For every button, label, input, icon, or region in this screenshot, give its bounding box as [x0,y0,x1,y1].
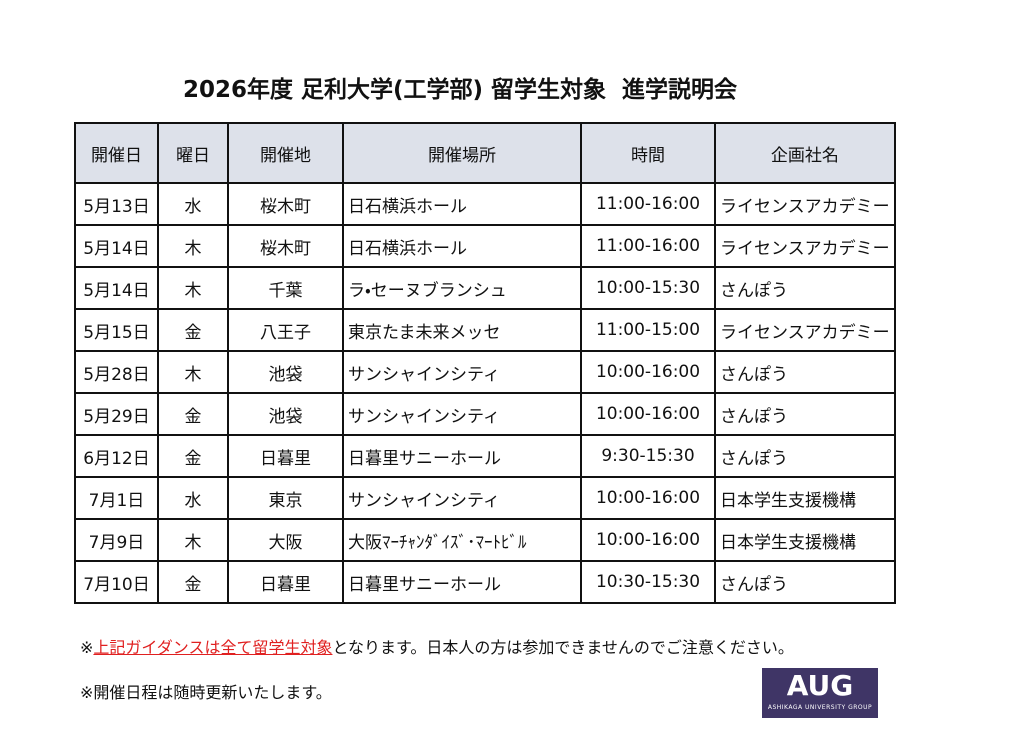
table-cell: 5月29日 [74,392,159,436]
header-cell: 開催地 [227,122,344,184]
table-cell: 10:00-16:00 [580,518,716,562]
table-cell: 5月14日 [74,266,159,310]
table-cell: ライセンスアカデミー [714,308,896,352]
header-cell: 開催場所 [342,122,582,184]
table-cell: 5月28日 [74,350,159,394]
note-text: 開催日程は随時更新いたします。 [93,683,332,702]
table-cell: 千葉 [227,266,344,310]
table-row: 6月12日金日暮里 日暮里サニーホール 9:30-15:30 さんぽう [74,434,896,478]
table-body: 5月13日水桜木町 日石横浜ホール 11:00-16:00 ライセンスアカデミー 5月1… [74,182,896,604]
table-cell: さんぽう [714,434,896,478]
table-cell: さんぽう [714,266,896,310]
note-text: となります。日本人の方は参加できませんのでご注意ください。 [332,638,794,657]
table-cell: 金 [157,560,229,604]
table-cell: 11:00-15:00 [580,308,716,352]
header-cell: 時間 [580,122,716,184]
table-cell: 10:30-15:30 [580,560,716,604]
table-cell: 日暮里サニーホール [342,434,582,478]
note-prefix: ※ [80,683,94,702]
table-cell: 東京 [227,476,344,520]
logo-mark: AUG [786,669,854,702]
table-cell: 金 [157,392,229,436]
table-cell: 日石横浜ホール [342,224,582,268]
table-row: 5月13日水桜木町 日石横浜ホール 11:00-16:00 ライセンスアカデミー [74,182,896,226]
table-cell: 木 [157,224,229,268]
table-cell: 池袋 [227,350,344,394]
table-cell: 7月9日 [74,518,159,562]
table-cell: 11:00-16:00 [580,224,716,268]
table-cell: ライセンスアカデミー [714,182,896,226]
table-cell: サンシャインシティ [342,476,582,520]
table-cell: 5月14日 [74,224,159,268]
note-prefix: ※ [80,638,94,657]
table-cell: 5月15日 [74,308,159,352]
table-row: 5月28日木池袋 サンシャインシティ 10:00-16:00 さんぽう [74,350,896,394]
table-cell: 日暮里 [227,560,344,604]
table-cell: 10:00-15:30 [580,266,716,310]
table-cell: さんぽう [714,392,896,436]
table-cell: 金 [157,308,229,352]
note-highlight: 上記ガイダンスは全て留学生対象 [93,638,333,657]
header-row: 開催日 曜日 開催地 開催場所 時間 企画社名 [74,122,896,184]
table-cell: 木 [157,518,229,562]
table-cell: 日暮里サニーホール [342,560,582,604]
table-cell: 大阪ﾏｰﾁｬﾝﾀﾞｲｽﾞ･ﾏｰﾄﾋﾞﾙ [342,518,582,562]
table-cell: 桜木町 [227,182,344,226]
table-cell: 水 [157,476,229,520]
table-cell: 5月13日 [74,182,159,226]
table-cell: 木 [157,350,229,394]
table-cell: 日暮里 [227,434,344,478]
header-cell: 開催日 [74,122,159,184]
table-cell: ラ・セーヌブランシュ [342,266,582,310]
table-cell: 池袋 [227,392,344,436]
table-cell: 日本学生支援機構 [714,476,896,520]
table-cell: サンシャインシティ [342,392,582,436]
header-cell: 企画社名 [714,122,896,184]
table-cell: 7月1日 [74,476,159,520]
table-cell: 東京たま未来メッセ [342,308,582,352]
table-cell: 7月10日 [74,560,159,604]
table-row: 7月10日金日暮里 日暮里サニーホール 10:30-15:30 さんぽう [74,560,896,604]
table-cell: さんぽう [714,350,896,394]
title: 2026年度 足利大学(工学部) 留学生対象 進学説明会 [182,77,738,103]
table-cell: 6月12日 [74,434,159,478]
table-cell: ライセンスアカデミー [714,224,896,268]
logo-caption: ASHIKAGA UNIVERSITY GROUP [767,704,873,711]
table-cell: 木 [157,266,229,310]
table-row: 7月9日木大阪 大阪ﾏｰﾁｬﾝﾀﾞｲｽﾞ･ﾏｰﾄﾋﾞﾙ 10:00-16:00 日本学… [74,518,896,562]
table-cell: 金 [157,434,229,478]
table-cell: 11:00-16:00 [580,182,716,226]
table-cell: 桜木町 [227,224,344,268]
table-cell: さんぽう [714,560,896,604]
table-row: 5月15日金八王子 東京たま未来メッセ 11:00-15:00 ライセンスアカデミー [74,308,896,352]
table-cell: 10:00-16:00 [580,350,716,394]
table-row: 5月14日木桜木町 日石横浜ホール 11:00-16:00 ライセンスアカデミー [74,224,896,268]
table-cell: 10:00-16:00 [580,476,716,520]
table-cell: 日石横浜ホール [342,182,582,226]
table-cell: 日本学生支援機構 [714,518,896,562]
table-row: 5月14日木千葉 ラ・セーヌブランシュ 10:00-15:30 さんぽう [74,266,896,310]
table-row: 7月1日水東京 サンシャインシティ 10:00-16:00 日本学生支援機構 [74,476,896,520]
note: ※開催日程は随時更新いたします。 [80,679,332,703]
table-cell: 八王子 [227,308,344,352]
schedule-table: 開催日 曜日 開催地 開催場所 時間 企画社名 5月13日水桜木町 日石横浜ホール 11:00… [74,122,896,604]
table-cell: 9:30-15:30 [580,434,716,478]
header-cell: 曜日 [157,122,229,184]
note: ※上記ガイダンスは全て留学生対象となります。日本人の方は参加できませんのでご注意… [80,634,794,658]
table-cell: 大阪 [227,518,344,562]
table-cell: サンシャインシティ [342,350,582,394]
table-cell: 水 [157,182,229,226]
table-row: 5月29日金池袋 サンシャインシティ 10:00-16:00 さんぽう [74,392,896,436]
table-cell: 10:00-16:00 [580,392,716,436]
logo: AUG ASHIKAGA UNIVERSITY GROUP [762,668,878,718]
